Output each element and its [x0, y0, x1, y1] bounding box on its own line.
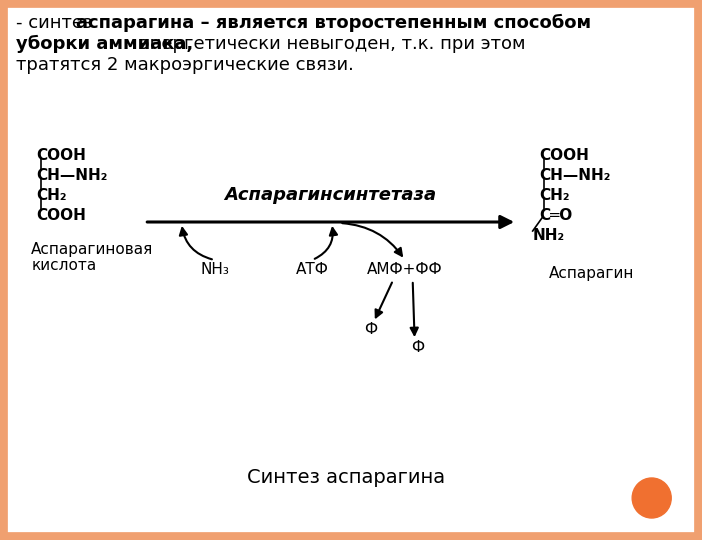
Text: COOH: COOH: [36, 208, 86, 223]
Text: энергетически невыгоден, т.к. при этом: энергетически невыгоден, т.к. при этом: [134, 35, 525, 53]
Circle shape: [632, 478, 671, 518]
Text: NH₂: NH₂: [533, 228, 564, 243]
FancyBboxPatch shape: [3, 3, 700, 537]
Text: Синтез аспарагина: Синтез аспарагина: [247, 468, 446, 487]
Text: Аспарагиновая: Аспарагиновая: [31, 242, 153, 257]
Text: уборки аммиака,: уборки аммиака,: [16, 35, 193, 53]
Text: CH—NH₂: CH—NH₂: [36, 168, 107, 183]
Text: Аспарагин: Аспарагин: [549, 266, 634, 281]
Text: Аспарагинсинтетаза: Аспарагинсинтетаза: [225, 186, 437, 204]
Text: Ф: Ф: [364, 322, 377, 337]
Text: COOH: COOH: [539, 148, 590, 163]
Text: COOH: COOH: [36, 148, 86, 163]
Text: - синтез: - синтез: [16, 14, 98, 32]
Text: АТФ: АТФ: [296, 262, 328, 277]
Text: кислота: кислота: [31, 258, 96, 273]
Text: АМФ+ФФ: АМФ+ФФ: [367, 262, 443, 277]
Text: тратятся 2 макроэргические связи.: тратятся 2 макроэргические связи.: [16, 56, 354, 74]
Text: NH₃: NH₃: [200, 262, 229, 277]
Text: CH₂: CH₂: [36, 188, 66, 203]
Text: CH₂: CH₂: [539, 188, 570, 203]
Text: Ф: Ф: [411, 340, 424, 355]
Text: аспарагина – является второстепенным способом: аспарагина – является второстепенным спо…: [76, 14, 591, 32]
Text: CH—NH₂: CH—NH₂: [539, 168, 611, 183]
Text: C═O: C═O: [539, 208, 572, 223]
